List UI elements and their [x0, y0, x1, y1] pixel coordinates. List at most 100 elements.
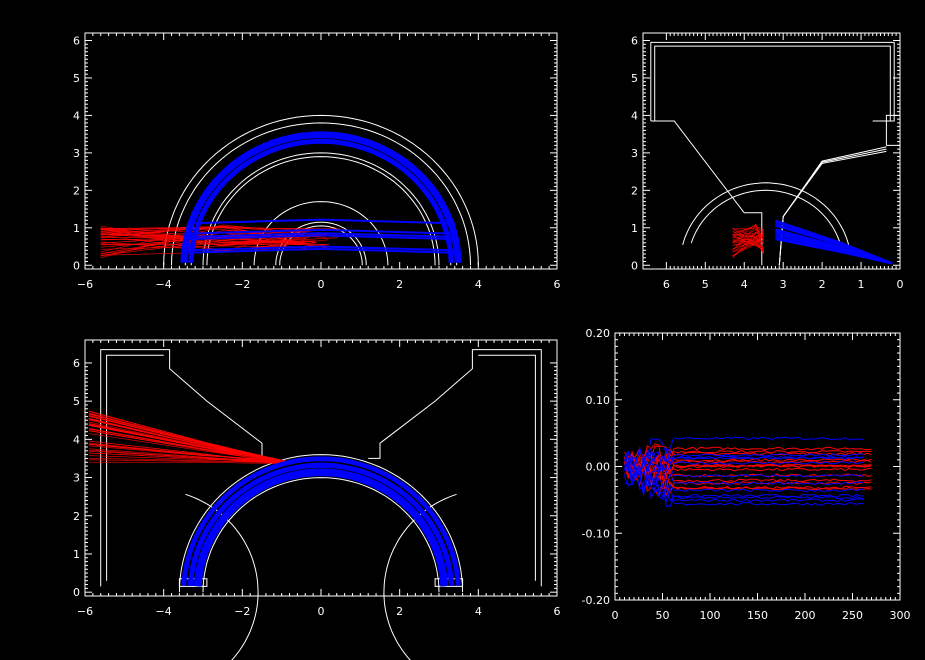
structure-outline [650, 41, 895, 122]
x-tick-label: 1 [858, 278, 865, 291]
x-tick-label: 4 [475, 605, 482, 618]
x-tick-label: 4 [741, 278, 748, 291]
structure-arc [279, 225, 363, 266]
blue-trajectory [187, 234, 455, 241]
blue-trajectory [187, 232, 455, 238]
y-tick-label: 0 [631, 259, 638, 272]
red-trajectory [88, 448, 286, 464]
y-tick-label: 6 [631, 34, 638, 47]
y-tick-label: 0 [73, 586, 80, 599]
x-tick-label: 50 [656, 609, 670, 622]
x-tick-label: 0 [897, 278, 904, 291]
red-trace [624, 445, 872, 468]
red-trajectory [732, 239, 764, 255]
red-trajectory [88, 416, 286, 464]
red-trajectory [88, 457, 286, 464]
x-tick-label: −6 [77, 605, 93, 618]
y-tick-label: -0.10 [582, 527, 610, 540]
y-tick-label: 3 [73, 472, 80, 485]
plot-frame [642, 32, 901, 270]
red-trajectory [100, 233, 302, 245]
x-tick-label: 150 [747, 609, 768, 622]
y-tick-label: 2 [631, 184, 638, 197]
x-tick-label: 6 [663, 278, 670, 291]
red-trace [624, 461, 872, 494]
red-trajectory [88, 461, 286, 464]
structure-outline [654, 45, 891, 121]
x-tick-label: 2 [396, 605, 403, 618]
x-tick-label: 0 [612, 609, 619, 622]
x-tick-label: 0 [318, 605, 325, 618]
red-trajectory [732, 223, 764, 253]
x-tick-label: −2 [234, 605, 250, 618]
blue-trajectory [187, 218, 455, 225]
blue-trace [624, 436, 864, 467]
panel-bottom-right: 0 50 100 150 200 250 300 -0.20 -0.10 0.00 0.10 0.20 [582, 327, 911, 622]
plot-frame [84, 339, 558, 597]
structure-port [434, 578, 464, 587]
red-trace [624, 454, 872, 478]
red-trajectory [732, 233, 764, 246]
structure-arc [202, 477, 440, 593]
y-tick-label: 3 [631, 147, 638, 160]
blue-trajectory [191, 141, 451, 263]
red-trajectory [88, 418, 286, 465]
structure-arc [690, 189, 841, 244]
x-tick-label: −2 [234, 278, 250, 291]
structure-arc [202, 152, 440, 266]
y-tick-label: 2 [73, 510, 80, 523]
red-trajectory [88, 452, 286, 464]
y-tick-label: 0.10 [586, 394, 611, 407]
red-trace [624, 448, 872, 472]
red-trajectory [100, 227, 341, 230]
y-tick-label: 1 [73, 548, 80, 561]
blue-trajectory [184, 459, 458, 586]
x-tick-label: 0 [318, 278, 325, 291]
x-tick-label: −4 [156, 278, 172, 291]
blue-trace [624, 469, 864, 502]
x-tick-label: −6 [77, 278, 93, 291]
y-tick-label: 3 [73, 147, 80, 160]
blue-trace [624, 463, 864, 501]
y-tick-label: 4 [73, 109, 80, 122]
red-trajectory [88, 423, 286, 464]
panel-top-right: 6 5 4 3 2 1 0 0 1 2 3 4 5 6 [631, 32, 904, 291]
x-tick-label: 300 [890, 609, 911, 622]
x-tick-label: 6 [554, 278, 561, 291]
red-trajectory [88, 410, 286, 465]
y-tick-label: 0.20 [586, 327, 611, 340]
y-tick-label: 5 [73, 72, 80, 85]
blue-trace [624, 465, 864, 488]
blue-trajectory [198, 472, 444, 587]
red-trajectory [732, 236, 764, 258]
blue-trajectory [187, 462, 455, 586]
red-trajectory [88, 455, 286, 461]
blue-trajectory [189, 463, 453, 586]
structure-port [885, 114, 901, 146]
x-tick-label: 6 [554, 605, 561, 618]
structure-wall [368, 349, 542, 587]
x-tick-label: 250 [842, 609, 863, 622]
blue-trajectory [193, 468, 449, 587]
red-trace [624, 456, 872, 489]
x-tick-label: 200 [795, 609, 816, 622]
x-tick-label: 2 [819, 278, 826, 291]
structure-arc [163, 114, 479, 266]
blue-trace [624, 455, 865, 482]
y-tick-label: 1 [631, 222, 638, 235]
blue-trajectory [191, 465, 451, 586]
x-tick-label: 3 [780, 278, 787, 291]
red-trajectory [100, 229, 311, 242]
blue-trace [624, 448, 864, 475]
y-tick-label: 1 [73, 222, 80, 235]
y-tick-label: 5 [631, 72, 638, 85]
y-tick-label: -0.20 [582, 594, 610, 607]
blue-trajectory [190, 465, 452, 586]
structure-wall [478, 354, 536, 581]
structure-wall [106, 354, 164, 581]
blue-trajectory [189, 140, 453, 263]
y-tick-label: 0 [73, 259, 80, 272]
structure-arc [171, 122, 471, 266]
blue-trajectory [188, 138, 454, 263]
y-tick-label: 4 [73, 433, 80, 446]
